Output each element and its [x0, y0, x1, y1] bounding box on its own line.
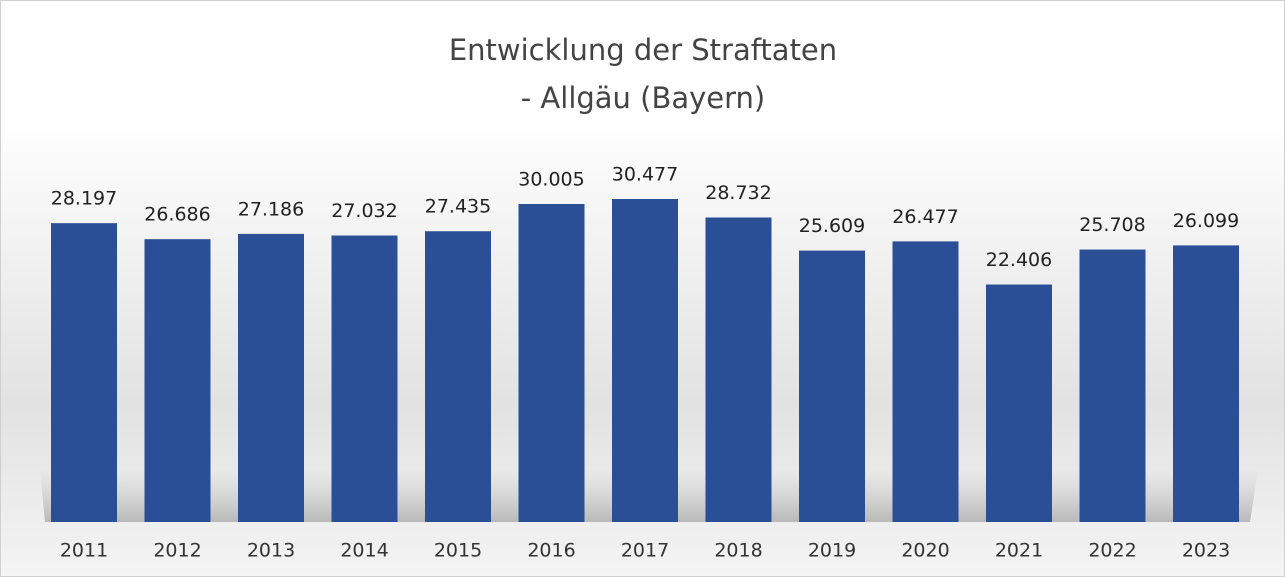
x-tick-label: 2013: [247, 540, 295, 562]
bar: [705, 217, 772, 523]
value-label: 22.406: [986, 249, 1052, 271]
x-tick-label: 2023: [1182, 540, 1230, 562]
x-tick-label: 2014: [340, 540, 388, 562]
x-tick-label: 2022: [1088, 540, 1136, 562]
bar: [425, 231, 491, 522]
value-label: 30.005: [518, 169, 584, 191]
value-label: 27.435: [425, 196, 491, 218]
value-label: 26.686: [144, 204, 210, 226]
bar: [986, 284, 1052, 522]
x-tick-label: 2019: [808, 540, 856, 562]
x-tick-label: 2020: [901, 540, 949, 562]
bar: [331, 235, 398, 522]
x-tick-label: 2017: [621, 540, 669, 562]
bar: [1079, 249, 1146, 522]
value-label: 25.609: [799, 215, 865, 237]
bar: [518, 204, 585, 523]
bar: [799, 250, 865, 522]
value-label: 27.186: [238, 198, 304, 220]
value-label: 28.732: [705, 182, 771, 204]
x-tick-label: 2011: [60, 540, 108, 562]
bar: [1173, 245, 1239, 522]
chart-title: Entwicklung der Straftaten: [449, 33, 837, 67]
value-label: 28.197: [51, 188, 117, 210]
x-tick-label: 2016: [527, 540, 575, 562]
bar: [51, 223, 117, 522]
bar: [238, 233, 304, 522]
value-label: 25.708: [1079, 214, 1145, 236]
value-label: 26.099: [1173, 210, 1239, 232]
x-tick-label: 2018: [714, 540, 762, 562]
value-label: 27.032: [331, 200, 397, 222]
x-tick-label: 2015: [434, 540, 482, 562]
x-tick-label: 2012: [153, 540, 201, 562]
bar: [892, 241, 959, 522]
chart-title: - Allgäu (Bayern): [521, 81, 766, 115]
x-tick-label: 2021: [995, 540, 1043, 562]
bar: [612, 199, 678, 522]
bar: [144, 239, 211, 522]
value-label: 26.477: [892, 206, 958, 228]
value-label: 30.477: [612, 164, 678, 186]
